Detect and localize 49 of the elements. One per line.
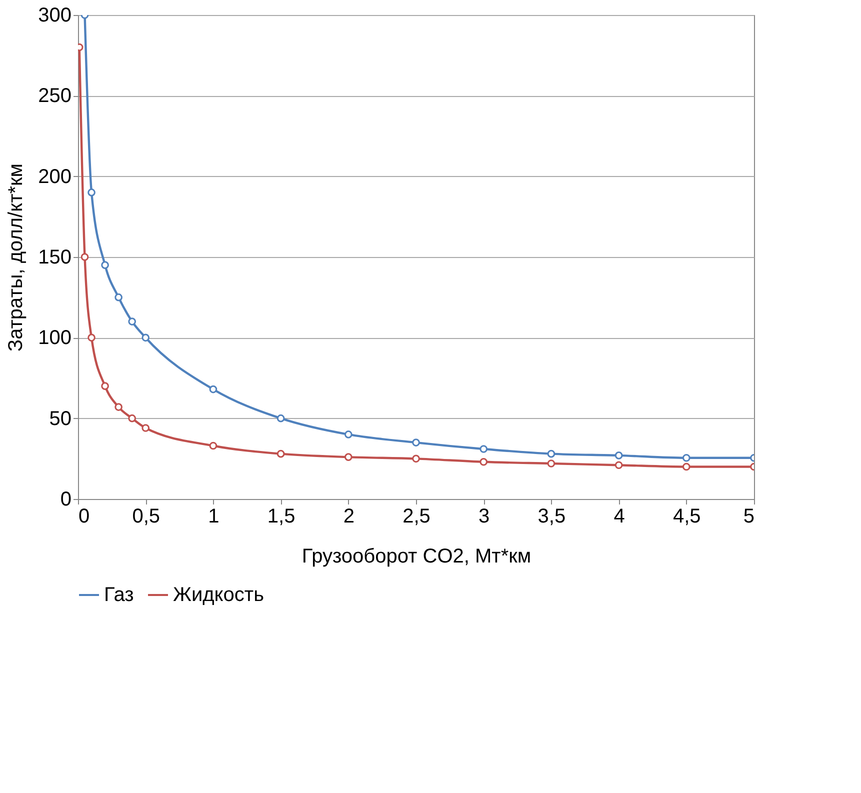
point (682, 454, 690, 462)
x-tick-label: 4,5 (672, 506, 701, 528)
point (209, 385, 218, 394)
x-tick-label: 3,5 (538, 506, 566, 528)
point (276, 450, 285, 458)
point (614, 461, 623, 470)
x-tick-label: 1 (208, 506, 220, 528)
x-axis-title: Грузооборот CO2, Мт*км (302, 546, 532, 568)
point (80, 253, 89, 261)
point (101, 382, 109, 390)
y-tick-label: 150 (38, 246, 72, 268)
legend-label: Газ (104, 584, 134, 606)
point (142, 424, 150, 432)
x-tick-label: 4 (614, 506, 625, 528)
y-tick-label: 0 (60, 488, 72, 510)
y-tick-label: 100 (38, 327, 72, 350)
x-tick-label: 2 (343, 506, 354, 528)
point (614, 452, 623, 460)
y-tick-label: 200 (38, 166, 72, 188)
x-tick-label: 3 (478, 506, 490, 528)
point (547, 460, 556, 468)
point (114, 403, 122, 411)
x-tick-label: 2,5 (402, 506, 430, 528)
point (682, 462, 690, 471)
point (344, 430, 352, 438)
point (480, 445, 488, 453)
point (142, 334, 150, 342)
point (480, 458, 488, 466)
y-tick-label: 250 (38, 85, 72, 108)
point (412, 438, 420, 446)
point (88, 334, 96, 342)
x-tick-label: 1,5 (267, 506, 296, 528)
point (209, 442, 218, 450)
point (114, 293, 122, 302)
x-tick-label: 5 (743, 506, 754, 528)
point (88, 188, 96, 196)
point (128, 414, 136, 422)
x-tick-label: 0,5 (132, 506, 160, 528)
y-axis-title: Затраты, долл/кт*км (5, 163, 28, 352)
point (547, 450, 556, 458)
x-tick-label: 0 (78, 506, 90, 528)
y-tick-label: 300 (38, 4, 72, 26)
point (412, 454, 420, 463)
point (276, 414, 285, 422)
point (344, 453, 352, 461)
point (128, 318, 136, 326)
legend-label: Жидкость (173, 584, 264, 606)
y-tick-label: 50 (49, 408, 72, 430)
point (101, 261, 109, 269)
